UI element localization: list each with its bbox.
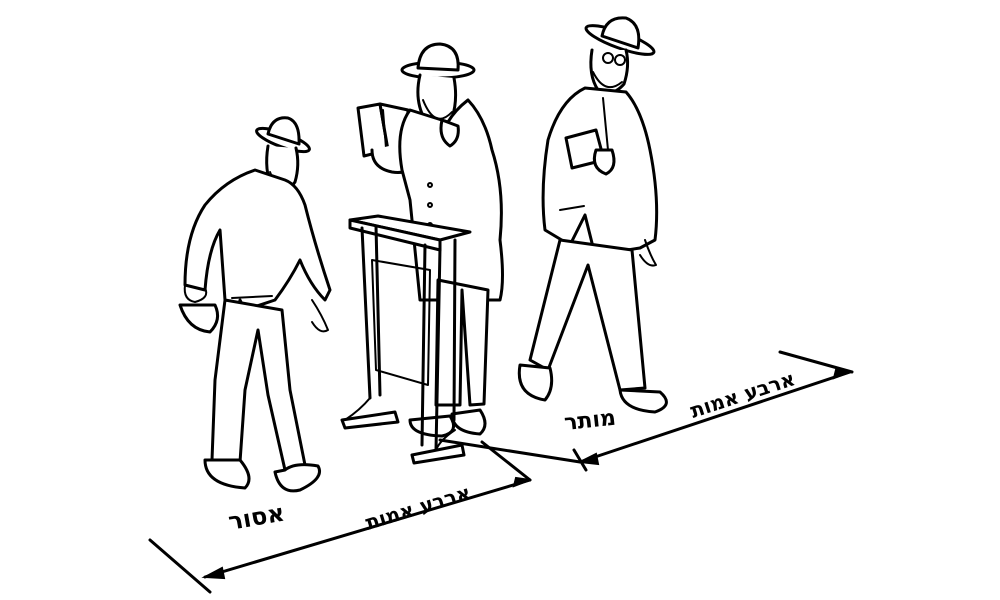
left-walking-man [178, 116, 332, 493]
label-permitted: מותר [563, 406, 617, 436]
label-forbidden: אסור [226, 499, 286, 536]
label-four-cubits-right: ארבע אמות [687, 366, 798, 422]
label-four-cubits-left: ארבע אמות [362, 480, 473, 535]
dimension-lines [148, 350, 854, 594]
right-walking-man [517, 16, 668, 414]
shtender-lectern [340, 214, 472, 465]
